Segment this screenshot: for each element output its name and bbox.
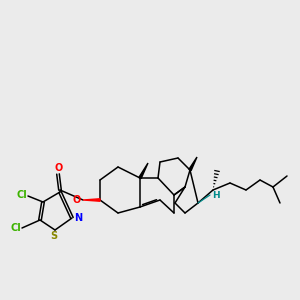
Text: Cl: Cl [10,223,21,233]
Text: N: N [74,213,82,223]
Text: Cl: Cl [16,190,27,200]
Text: S: S [50,231,58,241]
Polygon shape [83,199,100,201]
Text: O: O [73,195,81,205]
Polygon shape [189,157,197,171]
Polygon shape [139,163,148,178]
Text: O: O [55,163,63,173]
Text: H: H [212,190,220,200]
